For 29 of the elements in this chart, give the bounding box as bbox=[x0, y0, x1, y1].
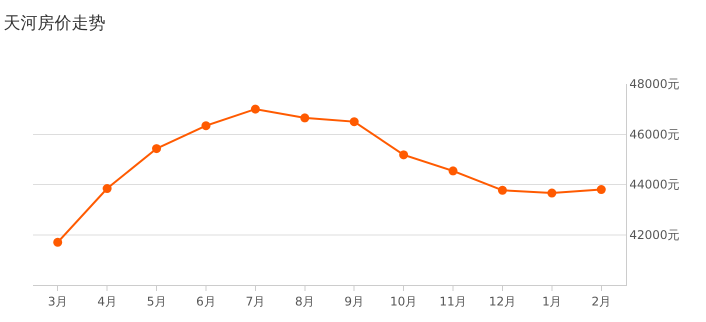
x-tick-label: 12月 bbox=[488, 294, 516, 308]
point bbox=[102, 184, 112, 194]
point bbox=[498, 186, 507, 195]
point bbox=[201, 121, 210, 130]
x-tick-label: 9月 bbox=[344, 294, 364, 308]
x-tick-label: 2月 bbox=[591, 294, 612, 308]
chart-title: 天河房价走势 bbox=[4, 13, 106, 34]
point bbox=[448, 166, 458, 176]
x-tick-label: 3月 bbox=[48, 294, 68, 308]
point bbox=[300, 113, 310, 122]
point bbox=[152, 144, 162, 154]
x-tick-label: 1月 bbox=[542, 294, 562, 308]
point bbox=[53, 238, 62, 247]
point bbox=[547, 188, 556, 198]
y-tick-label: 48000元 bbox=[629, 77, 680, 92]
point bbox=[250, 104, 260, 114]
y-tick-label: 46000元 bbox=[629, 127, 680, 142]
y-tick-label: 42000元 bbox=[629, 228, 680, 242]
x-tick-label: 7月 bbox=[246, 294, 266, 308]
point bbox=[399, 150, 408, 160]
x-tick-label: 4月 bbox=[97, 294, 117, 308]
point bbox=[350, 117, 359, 126]
x-tick-label: 8月 bbox=[294, 294, 315, 308]
x-tick-label: 10月 bbox=[390, 294, 418, 308]
y-tick-label: 44000元 bbox=[629, 178, 680, 192]
point bbox=[596, 185, 606, 194]
x-tick-label: 11月 bbox=[439, 294, 467, 308]
x-tick-label: 6月 bbox=[196, 294, 216, 308]
x-tick-label: 5月 bbox=[146, 294, 166, 308]
